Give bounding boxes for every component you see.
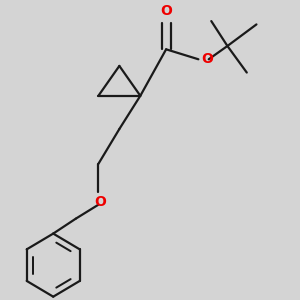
Text: O: O	[201, 52, 213, 66]
Text: O: O	[94, 195, 106, 209]
Text: O: O	[160, 4, 172, 18]
